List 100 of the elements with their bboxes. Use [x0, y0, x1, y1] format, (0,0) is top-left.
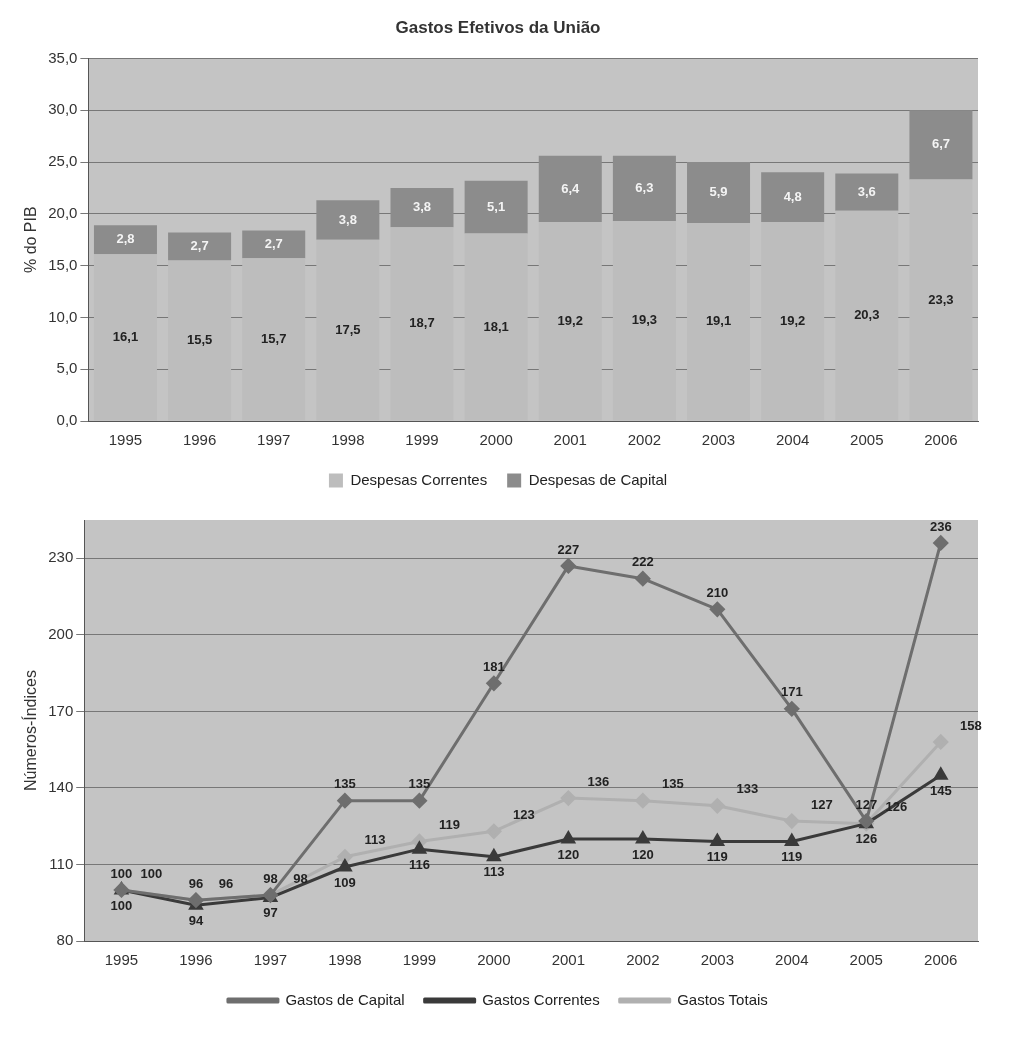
data-label: 120	[557, 846, 580, 862]
x-tick-label: 2005	[850, 431, 884, 449]
data-label: 119	[706, 849, 728, 865]
data-label: 100	[140, 865, 163, 881]
data-label: 98	[263, 870, 278, 886]
x-tick-label: 1998	[331, 431, 365, 449]
data-label: 18,7	[409, 315, 435, 331]
data-label: 96	[218, 875, 234, 891]
data-label: 127	[855, 796, 878, 812]
data-label: 19,3	[631, 312, 658, 328]
data-label: 3,6	[857, 183, 876, 199]
x-tick-label: 2004	[775, 951, 809, 969]
x-tick-label: 1998	[328, 951, 362, 969]
data-label: 19,2	[557, 312, 583, 328]
data-label: 127	[810, 796, 833, 812]
y-tick-label: 140	[48, 778, 74, 796]
chart-title: Gastos Efetivos da União	[395, 17, 601, 37]
data-label: 2,7	[264, 235, 283, 251]
data-label: 222	[631, 554, 654, 570]
x-tick-label: 2000	[479, 431, 513, 449]
data-label: 109	[334, 874, 356, 890]
x-tick-label: 2001	[551, 951, 586, 969]
data-label: 119	[438, 817, 460, 833]
y-tick-label: 20,0	[48, 203, 78, 221]
data-label: 113	[364, 832, 386, 848]
data-label: 119	[781, 849, 803, 865]
data-label: 2,7	[190, 238, 209, 254]
x-tick-label: 2002	[626, 951, 660, 969]
data-label: 210	[706, 584, 729, 600]
data-label: 100	[110, 865, 133, 881]
data-label: 171	[780, 684, 803, 700]
data-label: 6,7	[931, 136, 950, 152]
y-tick-label: 0,0	[56, 411, 78, 429]
y-axis-title: Números-Índices	[21, 670, 40, 791]
x-tick-label: 1999	[402, 951, 437, 969]
data-label: 145	[929, 782, 952, 798]
x-tick-label: 2003	[701, 431, 736, 449]
y-tick-label: 170	[48, 701, 74, 719]
data-label: 20,3	[854, 307, 880, 323]
data-label: 120	[631, 846, 654, 862]
x-tick-label: 2001	[553, 431, 587, 449]
x-tick-label: 2006	[924, 951, 958, 969]
x-tick-label: 2002	[627, 431, 662, 449]
legend-label: Gastos Totais	[677, 990, 768, 1008]
x-tick-label: 1997	[253, 951, 288, 969]
data-label: 126	[855, 831, 878, 847]
data-label: 5,9	[709, 184, 728, 200]
data-label: 113	[483, 864, 505, 880]
data-label: 116	[408, 856, 430, 872]
x-tick-label: 1995	[108, 431, 143, 449]
data-label: 15,5	[186, 332, 213, 348]
data-label: 5,1	[487, 198, 506, 214]
data-label: 98	[293, 870, 308, 886]
data-label: 16,1	[112, 328, 139, 344]
data-label: 135	[334, 776, 356, 792]
y-tick-label: 110	[49, 854, 74, 872]
data-label: 6,3	[635, 180, 654, 195]
y-tick-label: 200	[48, 624, 74, 642]
data-label: 17,5	[335, 321, 361, 337]
y-tick-label: 25,0	[48, 152, 78, 170]
legend-label: Gastos de Capital	[285, 990, 405, 1008]
data-label: 227	[557, 541, 580, 557]
data-label: 97	[263, 905, 278, 921]
data-label: 18,1	[483, 318, 509, 334]
data-label: 19,1	[705, 313, 732, 329]
data-label: 4,8	[783, 188, 802, 204]
data-label: 100	[110, 897, 133, 913]
x-tick-label: 2000	[477, 951, 511, 969]
data-label: 96	[188, 875, 204, 891]
data-label: 158	[959, 717, 982, 733]
data-label: 6,4	[561, 180, 581, 196]
legend-label: Despesas de Capital	[528, 470, 668, 488]
y-axis-title: % do PIB	[22, 206, 40, 274]
data-label: 236	[929, 518, 952, 534]
x-tick-label: 2004	[775, 431, 810, 449]
x-tick-label: 1996	[182, 431, 217, 449]
data-label: 136	[587, 773, 610, 789]
y-tick-label: 80	[56, 931, 74, 949]
x-tick-label: 1997	[257, 431, 291, 449]
y-tick-label: 15,0	[48, 255, 78, 273]
data-label: 123	[513, 806, 535, 822]
data-label: 133	[736, 781, 759, 797]
data-label: 19,2	[780, 312, 806, 328]
x-tick-label: 2006	[924, 431, 958, 449]
y-tick-label: 5,0	[56, 359, 78, 377]
data-label: 94	[188, 912, 204, 928]
legend-label: Despesas Correntes	[350, 470, 488, 488]
y-tick-label: 230	[48, 548, 74, 566]
data-label: 23,3	[928, 291, 954, 307]
legend-label: Gastos Correntes	[482, 990, 600, 1008]
data-label: 135	[661, 776, 684, 792]
data-label: 181	[483, 658, 505, 674]
x-tick-label: 1996	[179, 951, 213, 969]
x-tick-label: 2005	[849, 951, 883, 969]
data-label: 135	[408, 776, 431, 792]
x-tick-label: 1999	[405, 431, 439, 449]
y-tick-label: 30,0	[48, 100, 78, 118]
data-label: 2,8	[116, 231, 135, 247]
x-tick-label: 2003	[700, 951, 734, 969]
x-tick-label: 1995	[104, 951, 139, 969]
